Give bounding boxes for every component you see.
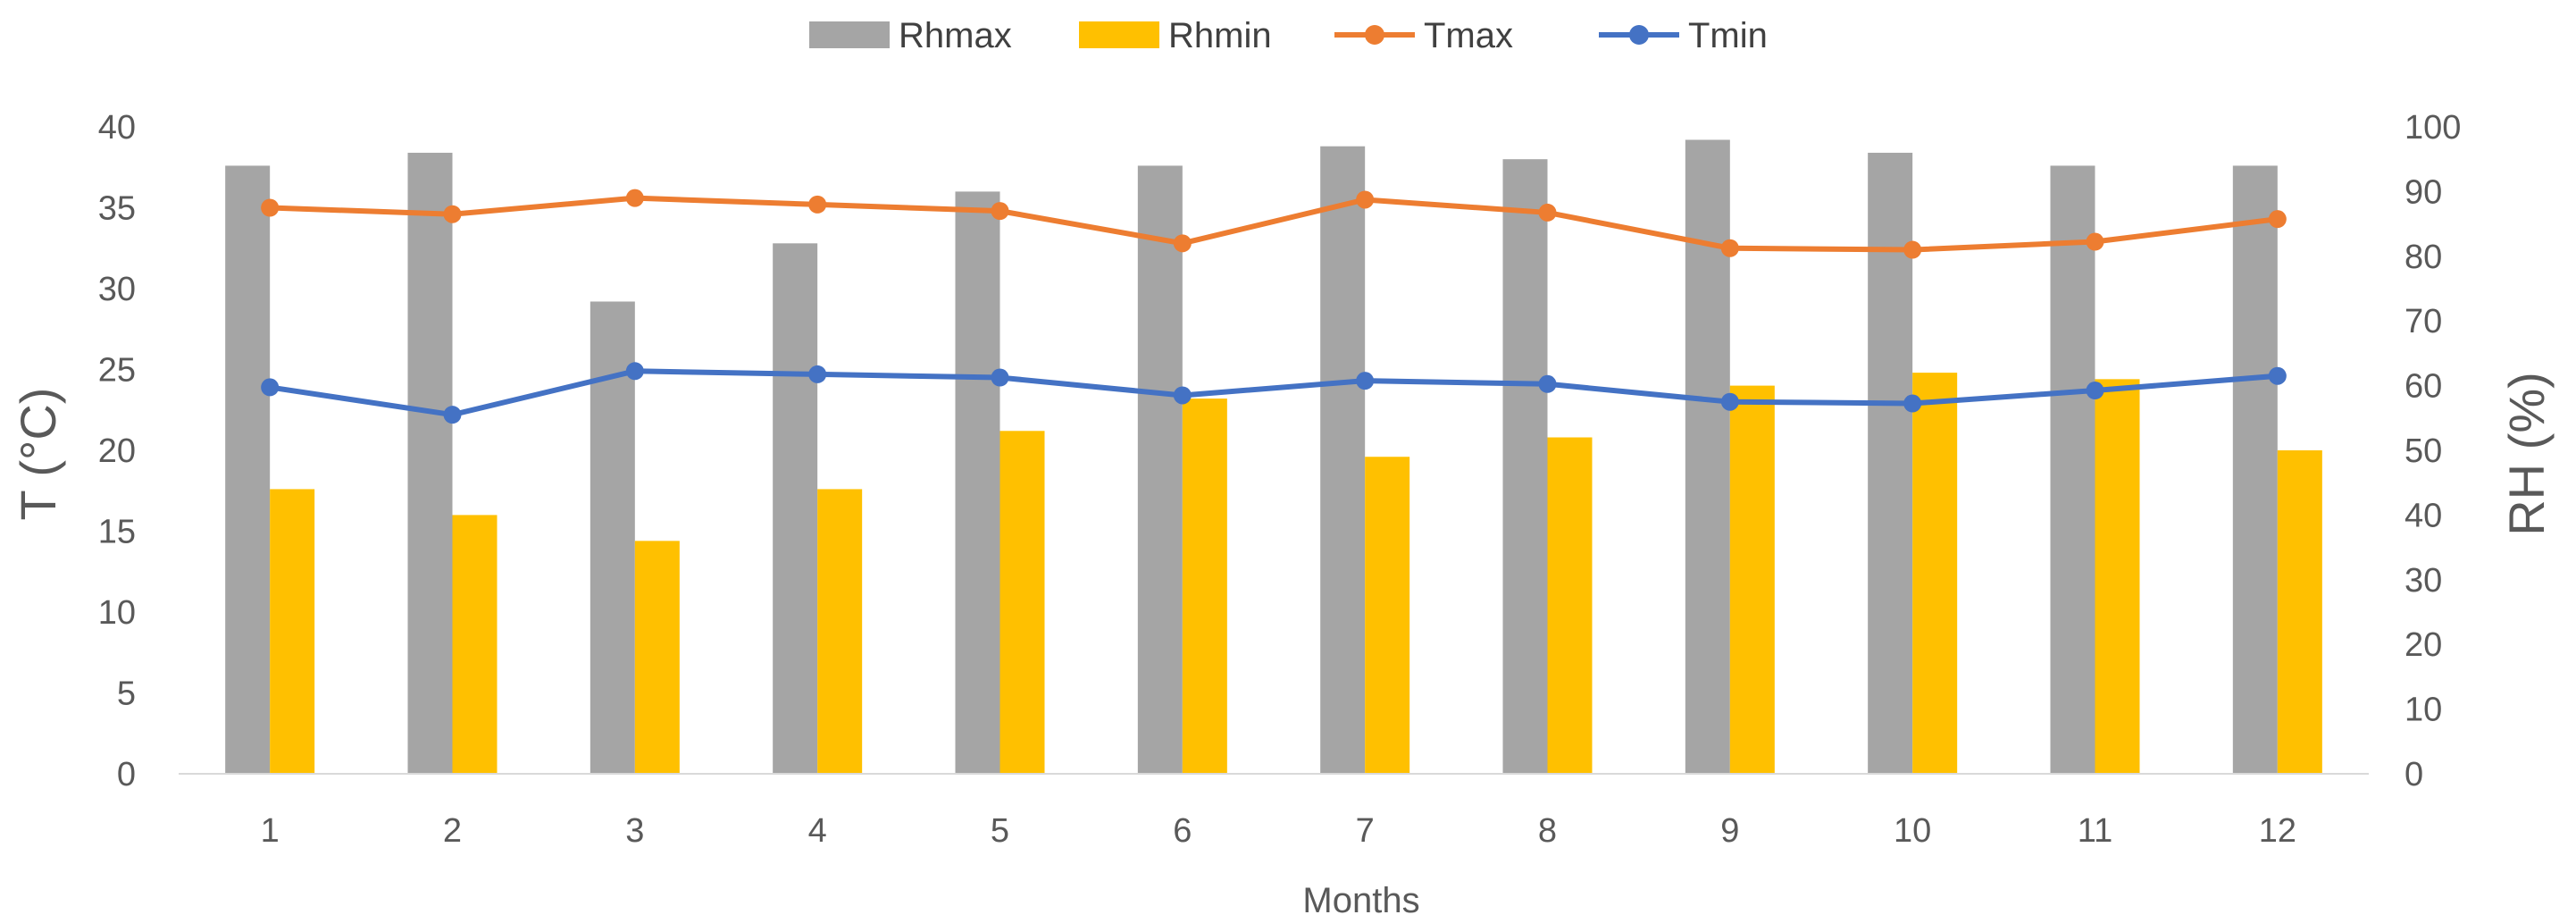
y-tick-label: 5 (117, 675, 136, 713)
x-tick-label: 5 (991, 812, 1009, 850)
bar-rhmax (1320, 146, 1366, 775)
bar-rhmin (1729, 385, 1775, 774)
point-tmin (443, 406, 462, 424)
x-tick-label: 7 (1356, 812, 1375, 850)
line-tmin (269, 368, 2279, 418)
point-tmax (1356, 190, 1375, 209)
y-tick-label: 25 (98, 352, 136, 390)
point-tmin (2086, 382, 2104, 400)
point-tmax (1538, 203, 1557, 222)
y-tick-label: 15 (98, 514, 136, 551)
point-tmin (1173, 386, 1192, 405)
y2-tick-label: 20 (2405, 626, 2442, 664)
bar-series (225, 139, 2322, 775)
point-tmin (2268, 366, 2287, 385)
y-tick-label: 10 (98, 594, 136, 632)
x-tick-label: 3 (625, 812, 644, 850)
point-tmax (2086, 232, 2104, 251)
legend-label-rhmin: Rhmin (1168, 16, 1272, 55)
bar-rhmax (225, 165, 271, 774)
legend-label-tmin: Tmin (1688, 16, 1768, 55)
legend-label-rhmax: Rhmax (899, 16, 1012, 55)
x-tick-label: 11 (2078, 812, 2112, 850)
legend: Rhmax Rhmin Tmax Tmin (809, 16, 1768, 55)
point-tmin (991, 368, 1009, 387)
bar-rhmax (1685, 139, 1730, 775)
y-axis-left-title: T (°C) (10, 388, 66, 521)
bar-rhmax (773, 243, 818, 774)
point-tmin (1903, 394, 1922, 413)
point-tmin (261, 378, 280, 397)
bar-rhmin (999, 431, 1045, 774)
bar-rhmax (1137, 165, 1183, 774)
y2-tick-label: 10 (2405, 692, 2442, 729)
y-axis-left-ticks: 0 5 10 15 20 25 30 35 40 (98, 109, 136, 793)
y-tick-label: 35 (98, 190, 136, 228)
point-tmax (991, 202, 1009, 221)
y-tick-label: 40 (98, 109, 136, 147)
bar-rhmax (407, 152, 453, 774)
y2-tick-label: 90 (2405, 173, 2442, 211)
bar-rhmin (1182, 399, 1227, 774)
bar-rhmin (1912, 373, 1958, 774)
bar-rhmax (2050, 165, 2095, 774)
line-tmax (270, 195, 2279, 253)
bar-rhmin (2277, 450, 2322, 774)
point-tmax (1173, 234, 1192, 253)
x-axis-title: Months (1302, 881, 1419, 920)
x-tick-label: 9 (1720, 812, 1739, 850)
y2-tick-label: 80 (2405, 239, 2442, 276)
point-tmax (2268, 210, 2287, 229)
y2-tick-label: 0 (2405, 756, 2423, 793)
legend-label-tmax: Tmax (1424, 16, 1513, 55)
legend-swatch-rhmin (1079, 21, 1159, 48)
point-tmin (808, 365, 827, 383)
bar-rhmax (955, 191, 1000, 774)
point-tmin (625, 362, 644, 381)
legend-swatch-rhmax (809, 21, 890, 48)
y2-tick-label: 30 (2405, 562, 2442, 600)
point-tmax (1903, 240, 1922, 259)
x-tick-label: 12 (2259, 812, 2296, 850)
y-tick-label: 0 (117, 756, 136, 793)
y-tick-label: 20 (98, 432, 136, 470)
bar-rhmin (452, 515, 498, 774)
bar-rhmin (2095, 379, 2140, 774)
bar-rhmax (1868, 152, 1913, 774)
line-series (261, 189, 2287, 424)
x-tick-label: 4 (808, 812, 827, 850)
y2-tick-label: 50 (2405, 432, 2442, 470)
point-tmin (1356, 372, 1375, 390)
x-tick-label: 10 (1894, 812, 1931, 850)
bar-rhmin (817, 489, 863, 774)
x-tick-label: 8 (1538, 812, 1557, 850)
point-tmax (261, 198, 280, 217)
bar-rhmin (1365, 457, 1410, 774)
x-tick-label: 6 (1173, 812, 1192, 850)
bar-rhmin (1547, 437, 1593, 774)
y-tick-label: 30 (98, 271, 136, 308)
y2-tick-label: 60 (2405, 368, 2442, 406)
bar-rhmin (634, 541, 680, 774)
point-tmin (1538, 374, 1557, 393)
point-tmax (1720, 239, 1739, 257)
x-axis-ticks: 1 2 3 4 5 6 7 8 9 10 11 12 (261, 812, 2296, 850)
legend-marker-tmax (1365, 25, 1384, 45)
y-axis-right-ticks: 0 10 20 30 40 50 60 70 80 90 100 (2405, 109, 2461, 793)
point-tmin (1720, 392, 1739, 411)
y2-tick-label: 100 (2405, 109, 2461, 147)
bar-rhmax (1502, 159, 1548, 774)
point-tmax (625, 189, 644, 207)
bar-rhmin (270, 489, 315, 774)
point-tmax (808, 195, 827, 214)
legend-marker-tmin (1629, 25, 1649, 45)
x-tick-label: 1 (261, 812, 280, 850)
point-tmax (443, 205, 462, 223)
y2-tick-label: 70 (2405, 303, 2442, 340)
bar-rhmax (2232, 165, 2278, 774)
y-axis-right-title: RH (%) (2498, 372, 2555, 536)
y2-tick-label: 40 (2405, 497, 2442, 534)
x-tick-label: 2 (443, 812, 462, 850)
